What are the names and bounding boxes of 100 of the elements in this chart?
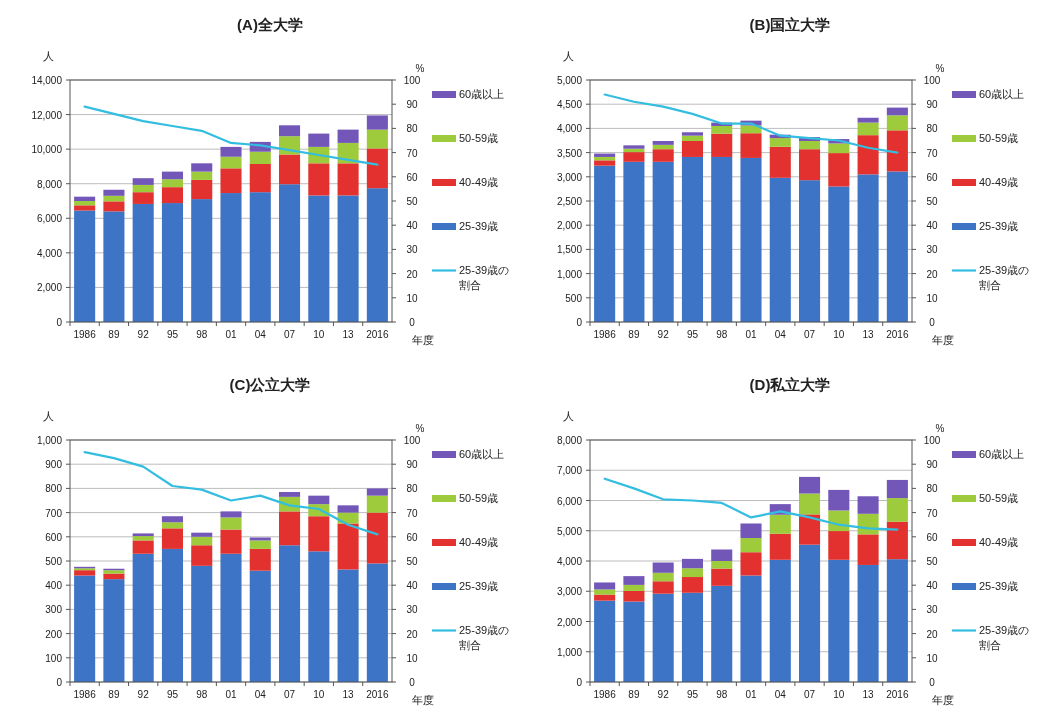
x-tick-label: 07 <box>803 689 816 700</box>
bar <box>337 569 359 682</box>
y2-tick-label: 0 <box>929 317 936 328</box>
y-tick-label: 7,000 <box>556 465 583 477</box>
x-tick-label: 07 <box>283 329 296 340</box>
y2-tick-label: 40 <box>926 220 938 232</box>
legend-label: 40-49歳 <box>979 536 1019 548</box>
bar <box>366 148 388 189</box>
bar <box>857 117 879 123</box>
bar <box>366 488 388 496</box>
bar <box>652 149 674 162</box>
bar <box>191 163 213 172</box>
bar <box>161 179 183 188</box>
legend-label: 50-59歳 <box>979 492 1019 504</box>
y2-tick-label: 30 <box>926 604 938 616</box>
x-tick-label: 07 <box>803 329 816 340</box>
x-tick-label: 13 <box>342 689 355 700</box>
y2-axis-title: % <box>415 423 425 434</box>
bar <box>279 184 301 322</box>
x-tick-label: 1986 <box>593 329 617 340</box>
bar <box>308 516 330 552</box>
y2-tick-label: 70 <box>926 507 938 519</box>
bar <box>279 492 301 497</box>
bar <box>740 157 762 322</box>
y2-tick-label: 20 <box>406 628 418 640</box>
bar <box>132 553 154 682</box>
bar <box>366 129 388 149</box>
bar <box>220 168 242 194</box>
bar <box>103 189 125 196</box>
bar <box>161 203 183 322</box>
y-tick-label: 2,500 <box>556 196 583 207</box>
bar <box>857 122 879 136</box>
bar <box>711 568 733 586</box>
bar <box>279 154 301 185</box>
bar <box>132 536 154 541</box>
legend-label: 50-59歳 <box>459 132 499 144</box>
x-tick-label: 92 <box>137 689 150 700</box>
x-tick-label: 98 <box>196 689 208 700</box>
bar <box>652 140 674 145</box>
bar <box>220 517 242 530</box>
y-tick-label: 2,000 <box>556 616 583 628</box>
y2-axis-title: % <box>935 63 945 74</box>
bar <box>132 540 154 554</box>
bar <box>220 529 242 554</box>
bar <box>886 115 908 131</box>
x-tick-label: 04 <box>254 329 267 340</box>
bar <box>711 585 733 682</box>
bar <box>103 211 125 322</box>
bar <box>769 514 791 534</box>
y-tick-label: 4,000 <box>36 247 63 259</box>
x-tick-label: 98 <box>196 329 208 340</box>
bar <box>857 135 879 175</box>
x-tick-label: 04 <box>254 689 267 700</box>
y2-tick-label: 70 <box>406 507 418 519</box>
x-axis-title: 年度 <box>412 334 434 346</box>
y-tick-label: 1,000 <box>556 646 583 658</box>
bar <box>132 192 154 204</box>
bar <box>769 533 791 560</box>
x-axis-title: 年度 <box>932 694 954 706</box>
bar <box>769 138 791 147</box>
bar <box>74 210 96 322</box>
bar <box>652 581 674 594</box>
bar <box>161 516 183 523</box>
bar <box>681 592 703 682</box>
x-tick-label: 2016 <box>886 329 909 340</box>
bar <box>249 548 271 571</box>
bar <box>828 143 850 154</box>
legend-label: 25-39歳の割合 <box>459 624 510 651</box>
y-tick-label: 3,000 <box>556 171 583 183</box>
y-tick-label: 900 <box>45 459 63 471</box>
x-tick-label: 95 <box>166 689 179 700</box>
bar <box>623 590 645 602</box>
legend-label: 40-49歳 <box>459 176 499 188</box>
bar <box>191 179 213 200</box>
y-tick-label: 5,000 <box>556 75 583 86</box>
bar <box>652 562 674 573</box>
y-tick-label: 500 <box>45 556 63 567</box>
bar <box>161 528 183 549</box>
y2-axis-title: % <box>415 63 425 74</box>
bar <box>799 476 821 494</box>
x-tick-label: 13 <box>342 329 355 340</box>
bar <box>161 522 183 529</box>
bar <box>74 575 96 682</box>
bar <box>308 551 330 682</box>
bar <box>132 178 154 185</box>
chart-title: (B)国立大学 <box>749 16 831 33</box>
legend-label: 25-39歳の割合 <box>979 624 1030 651</box>
y-axis-title: 人 <box>42 410 54 422</box>
bar <box>857 534 879 565</box>
bar <box>828 489 850 511</box>
bar <box>308 133 330 147</box>
y2-tick-label: 50 <box>926 556 938 567</box>
x-tick-label: 01 <box>225 689 237 700</box>
x-tick-label: 92 <box>657 329 670 340</box>
line-series <box>83 451 379 536</box>
y2-tick-label: 80 <box>926 123 938 135</box>
bar <box>366 115 388 130</box>
x-tick-label: 95 <box>686 329 699 340</box>
y-tick-label: 700 <box>45 507 63 519</box>
bar <box>103 195 125 202</box>
